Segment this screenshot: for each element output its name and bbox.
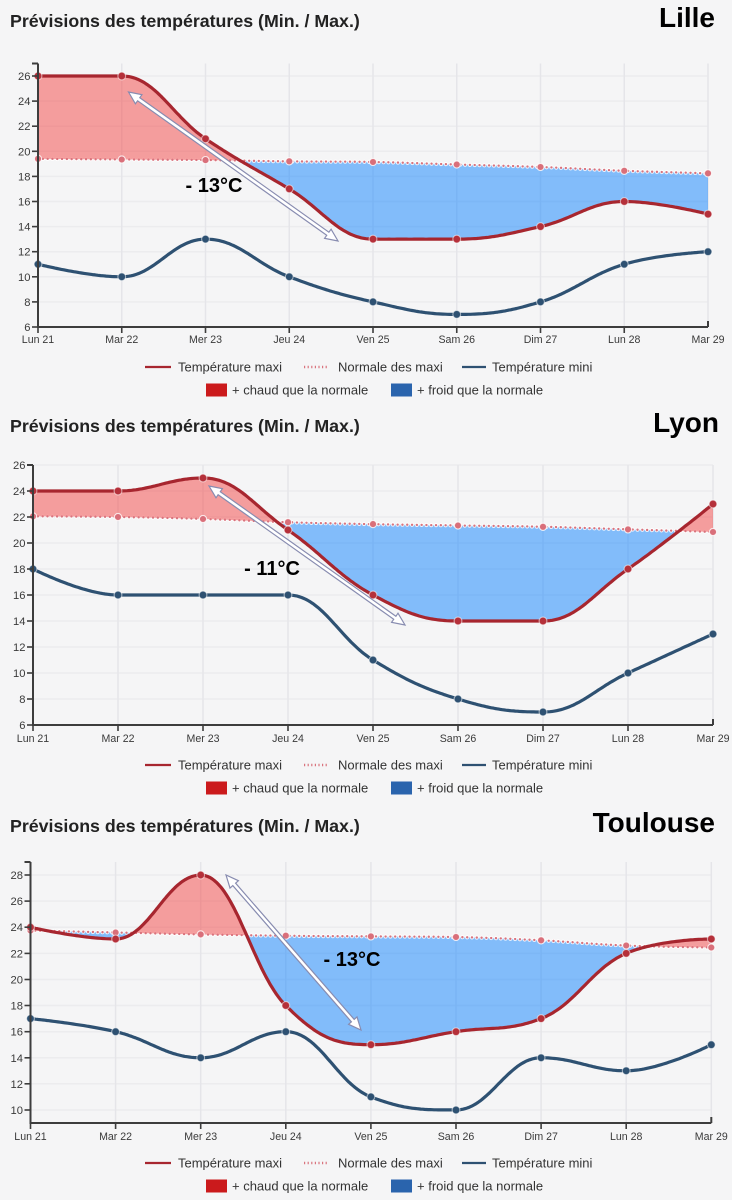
svg-text:Normale des maxi: Normale des maxi xyxy=(338,360,443,375)
svg-text:+ chaud que la normale: + chaud que la normale xyxy=(232,781,368,796)
svg-text:Jeu 24: Jeu 24 xyxy=(270,1131,302,1143)
svg-text:Ven 25: Ven 25 xyxy=(357,733,390,745)
svg-text:Lyon: Lyon xyxy=(653,407,719,438)
svg-text:28: 28 xyxy=(11,870,23,882)
svg-text:Prévisions des températures (M: Prévisions des températures (Min. / Max.… xyxy=(10,816,360,836)
svg-text:Mar 29: Mar 29 xyxy=(697,733,730,745)
svg-text:14: 14 xyxy=(11,1053,23,1065)
svg-text:Lun 21: Lun 21 xyxy=(17,733,50,745)
svg-text:Ven 25: Ven 25 xyxy=(357,334,390,346)
svg-text:6: 6 xyxy=(19,720,25,732)
svg-text:12: 12 xyxy=(18,247,30,259)
svg-text:18: 18 xyxy=(18,171,30,183)
svg-text:- 13°C: - 13°C xyxy=(186,175,243,197)
svg-text:Mar 22: Mar 22 xyxy=(102,733,135,745)
svg-text:Température mini: Température mini xyxy=(492,1156,593,1171)
svg-text:26: 26 xyxy=(11,896,23,908)
svg-text:Lun 28: Lun 28 xyxy=(608,334,641,346)
svg-text:Jeu 24: Jeu 24 xyxy=(273,334,305,346)
svg-text:22: 22 xyxy=(11,948,23,960)
svg-text:16: 16 xyxy=(18,197,30,209)
svg-text:8: 8 xyxy=(19,694,25,706)
svg-text:Normale des maxi: Normale des maxi xyxy=(338,758,443,773)
svg-text:Prévisions des températures (M: Prévisions des températures (Min. / Max.… xyxy=(10,11,360,31)
svg-text:14: 14 xyxy=(18,222,30,234)
svg-text:8: 8 xyxy=(24,297,30,309)
svg-text:14: 14 xyxy=(13,616,25,628)
svg-text:Température mini: Température mini xyxy=(492,758,593,773)
svg-text:Lille: Lille xyxy=(659,2,715,33)
svg-text:Température maxi: Température maxi xyxy=(178,1156,282,1171)
svg-text:26: 26 xyxy=(13,460,25,472)
svg-text:24: 24 xyxy=(11,922,23,934)
svg-text:6: 6 xyxy=(24,322,30,334)
svg-text:12: 12 xyxy=(13,642,25,654)
svg-text:20: 20 xyxy=(18,146,30,158)
svg-text:16: 16 xyxy=(11,1027,23,1039)
svg-text:Lun 28: Lun 28 xyxy=(612,733,645,745)
svg-text:Température maxi: Température maxi xyxy=(178,758,282,773)
svg-text:Température mini: Température mini xyxy=(492,360,593,375)
svg-text:Prévisions des températures (M: Prévisions des températures (Min. / Max.… xyxy=(10,416,360,436)
svg-text:Mar 29: Mar 29 xyxy=(692,334,725,346)
svg-text:12: 12 xyxy=(11,1079,23,1091)
svg-text:18: 18 xyxy=(13,564,25,576)
svg-text:Sam 26: Sam 26 xyxy=(438,334,475,346)
svg-text:Mar 22: Mar 22 xyxy=(105,334,138,346)
svg-text:Dim 27: Dim 27 xyxy=(524,1131,558,1143)
svg-text:+ froid que la normale: + froid que la normale xyxy=(417,1179,543,1194)
svg-text:22: 22 xyxy=(18,121,30,133)
svg-text:16: 16 xyxy=(13,590,25,602)
svg-text:10: 10 xyxy=(13,668,25,680)
svg-text:+ chaud que la normale: + chaud que la normale xyxy=(232,383,368,398)
svg-text:24: 24 xyxy=(13,486,25,498)
svg-text:Mar 22: Mar 22 xyxy=(99,1131,132,1143)
svg-text:24: 24 xyxy=(18,96,30,108)
svg-text:+ froid que la normale: + froid que la normale xyxy=(417,781,543,796)
svg-text:Mer 23: Mer 23 xyxy=(184,1131,217,1143)
svg-text:10: 10 xyxy=(18,272,30,284)
svg-text:20: 20 xyxy=(11,975,23,987)
svg-text:- 11°C: - 11°C xyxy=(244,558,300,580)
svg-text:10: 10 xyxy=(11,1105,23,1117)
svg-text:- 13°C: - 13°C xyxy=(324,949,381,971)
svg-text:Sam 26: Sam 26 xyxy=(438,1131,475,1143)
svg-text:Lun 21: Lun 21 xyxy=(14,1131,47,1143)
svg-text:Mar 29: Mar 29 xyxy=(695,1131,728,1143)
svg-text:+ froid que la normale: + froid que la normale xyxy=(417,383,543,398)
svg-text:Ven 25: Ven 25 xyxy=(354,1131,387,1143)
svg-text:Mer 23: Mer 23 xyxy=(189,334,222,346)
svg-text:22: 22 xyxy=(13,512,25,524)
svg-text:Lun 28: Lun 28 xyxy=(610,1131,643,1143)
svg-text:Sam 26: Sam 26 xyxy=(440,733,477,745)
svg-text:Toulouse: Toulouse xyxy=(593,807,715,838)
svg-text:Lun 21: Lun 21 xyxy=(22,334,55,346)
svg-text:Mer 23: Mer 23 xyxy=(187,733,220,745)
svg-text:Dim 27: Dim 27 xyxy=(526,733,560,745)
svg-text:Normale des maxi: Normale des maxi xyxy=(338,1156,443,1171)
svg-text:+ chaud que la normale: + chaud que la normale xyxy=(232,1179,368,1194)
svg-text:Dim 27: Dim 27 xyxy=(524,334,558,346)
svg-text:Température maxi: Température maxi xyxy=(178,360,282,375)
svg-text:20: 20 xyxy=(13,538,25,550)
svg-text:18: 18 xyxy=(11,1001,23,1013)
svg-text:26: 26 xyxy=(18,71,30,83)
svg-text:Jeu 24: Jeu 24 xyxy=(272,733,304,745)
